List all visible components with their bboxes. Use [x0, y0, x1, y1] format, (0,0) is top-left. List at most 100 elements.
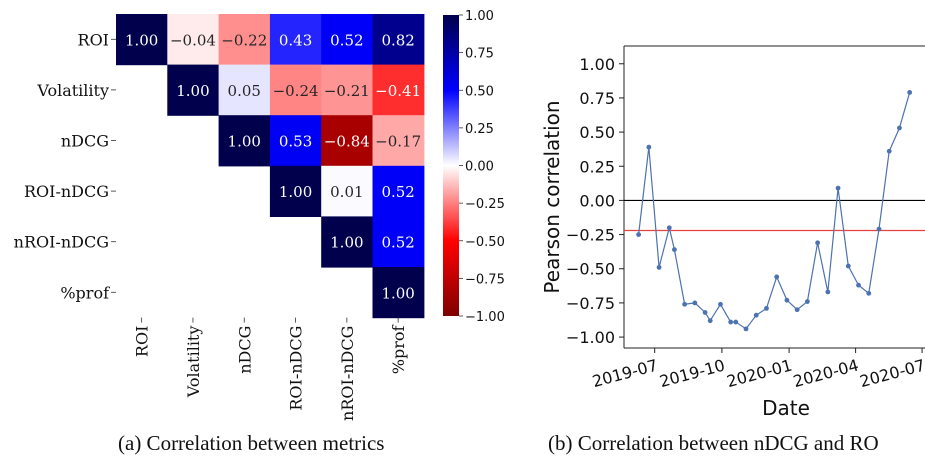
heatmap-cell-roi-nroi-ndcg [321, 14, 374, 66]
heatmap-value-pct-prof-pct-prof: 1.00 [381, 284, 414, 302]
y-tick-label: 0.50 [579, 123, 615, 142]
plot-area [624, 90, 925, 332]
x-tick-label: 2020-07 [858, 356, 925, 392]
col-label-volatility: Volatility [184, 326, 203, 399]
row-label-ndcg: nDCG [61, 132, 109, 151]
col-label-nroi-ndcg: nROI-nDCG [338, 326, 357, 421]
heatmap-value-volatility-volatility: 1.00 [176, 82, 209, 100]
series-point [672, 247, 677, 253]
series-point [897, 125, 902, 131]
row-label-nroi-ndcg: nROI-nDCG [14, 233, 109, 252]
x-tick-label: 2020-01 [725, 356, 794, 392]
heatmap-value-volatility-nroi-ndcg: −0.21 [324, 82, 370, 100]
colorbar-tick-label: −0.50 [465, 235, 505, 250]
series-point [825, 289, 831, 295]
heatmap-value-volatility-pct-prof: −0.41 [375, 82, 421, 100]
heatmap-value-ndcg-roi-ndcg: 0.53 [279, 133, 312, 151]
colorbar-tick-label: 0.25 [465, 122, 494, 137]
heatmap-value-roi-nroi-ndcg: 0.52 [330, 31, 363, 49]
colorbar-tick-label: −0.75 [465, 272, 505, 287]
heatmap-value-ndcg-nroi-ndcg: −0.84 [324, 133, 370, 151]
heatmap-value-roi-volatility: −0.04 [170, 31, 216, 49]
y-tick-label: 0.25 [579, 157, 615, 176]
colorbar-tick-label: 0.00 [465, 160, 494, 175]
heatmap-cell-ndcg-nroi-ndcg [321, 115, 374, 167]
series-point [646, 144, 652, 150]
series-point [784, 297, 790, 303]
y-tick-label: 0.00 [579, 191, 615, 210]
heatmap-value-volatility-ndcg: 0.05 [228, 82, 261, 100]
series-point [804, 299, 810, 304]
series-point [876, 226, 882, 232]
x-axis-label: Date [762, 396, 810, 420]
heatmap-cell-roi-roi-ndcg [269, 14, 322, 66]
series-point [753, 312, 759, 318]
series-point [815, 240, 821, 246]
heatmap-value-roi-ndcg-pct-prof: 0.52 [381, 183, 414, 201]
series-point [733, 319, 739, 325]
row-label-volatility: Volatility [36, 81, 109, 100]
heatmap-value-roi-ndcg-roi-ndcg: 1.00 [279, 183, 312, 201]
x-tick-label: 2020-04 [791, 356, 860, 392]
heatmap-cell-ndcg-roi-ndcg [269, 115, 322, 167]
heatmap-cell-roi-pct-prof [372, 14, 425, 66]
correlation-line-chart: 1.00 0.75 0.50 0.25 0.00 −0.25 −0.50 −0.75 −1.00… [540, 45, 925, 420]
series-point [774, 274, 780, 280]
heatmap-cell-roi-ndcg-roi-ndcg [269, 165, 322, 217]
series-point [636, 232, 642, 237]
y-tick-label: −0.25 [566, 226, 615, 245]
heatmap-cell-volatility-roi-ndcg [269, 64, 322, 116]
x-tick-label: 2019-07 [590, 356, 659, 392]
colorbar-tick-label: 1.00 [465, 9, 494, 24]
y-tick-label: 1.00 [579, 55, 615, 74]
heatmap-cell-volatility-nroi-ndcg [321, 64, 374, 116]
heatmap-cell-nroi-ndcg-pct-prof [372, 216, 425, 268]
col-label-roi-ndcg: ROI-nDCG [287, 326, 306, 411]
series-point [682, 301, 688, 307]
series-point [728, 319, 734, 325]
heatmap-value-roi-ndcg: −0.22 [221, 31, 267, 49]
y-axis-label: Pearson correlation [540, 100, 564, 293]
y-tick-label: −0.50 [566, 260, 615, 279]
heatmap-cell-roi-ndcg [218, 14, 271, 66]
heatmap-value-nroi-ndcg-pct-prof: 0.52 [381, 234, 414, 252]
heatmap-cell-volatility-volatility [167, 64, 220, 116]
heatmap-cell-roi-volatility [167, 14, 220, 66]
heatmap-cell-ndcg-pct-prof [372, 115, 425, 167]
series-point [866, 290, 872, 296]
heatmap-cell-volatility-ndcg [218, 64, 271, 116]
series-point [707, 318, 713, 324]
heatmap-cell-roi-ndcg-pct-prof [372, 165, 425, 217]
heatmap-cell-nroi-ndcg-nroi-ndcg [321, 216, 374, 268]
heatmap-cell-ndcg-ndcg [218, 115, 271, 167]
series-point [718, 301, 723, 307]
series-point [702, 310, 708, 315]
series-point [794, 307, 800, 313]
heatmap-colorbar: 1.00 0.75 0.50 0.25 0.00 −0.25 −0.50 −0.75 −1.00 [443, 9, 505, 325]
heatmap-value-roi-pct-prof: 0.82 [381, 31, 414, 49]
colorbar-tick-label: 0.50 [465, 84, 494, 99]
heatmap-value-ndcg-pct-prof: −0.17 [375, 133, 421, 151]
heatmap-value-roi-roi-ndcg: 0.43 [279, 31, 312, 49]
row-label-pct-prof: %prof [60, 283, 110, 302]
heatmap-cell-pct-prof-pct-prof [372, 267, 425, 319]
heatmap-value-ndcg-ndcg: 1.00 [228, 133, 261, 151]
col-label-pct-prof: %prof [389, 325, 408, 375]
series-point [656, 264, 662, 270]
heatmap-value-roi-ndcg-nroi-ndcg: 0.01 [330, 183, 363, 201]
y-tick-label: −0.75 [566, 294, 615, 313]
series-point [845, 263, 851, 269]
col-label-roi: ROI [133, 326, 152, 357]
caption-right: (b) Correlation between nDCG and RO [548, 431, 879, 455]
colorbar-tick-label: −1.00 [465, 310, 505, 325]
y-tick-label: −1.00 [566, 328, 615, 347]
col-label-ndcg: nDCG [235, 326, 254, 374]
correlation-heatmap: 1.00 −0.04 −0.22 0.43 0.52 0.821.00 0.05 −0.24−… [14, 14, 425, 421]
heatmap-cell-roi-ndcg-nroi-ndcg [321, 165, 374, 217]
colorbar-gradient [443, 15, 459, 316]
heatmap-value-volatility-roi-ndcg: −0.24 [273, 82, 319, 100]
heatmap-cell-roi-roi [116, 14, 168, 66]
x-tick-label: 2019-10 [657, 356, 726, 392]
row-label-roi: ROI [78, 30, 109, 49]
